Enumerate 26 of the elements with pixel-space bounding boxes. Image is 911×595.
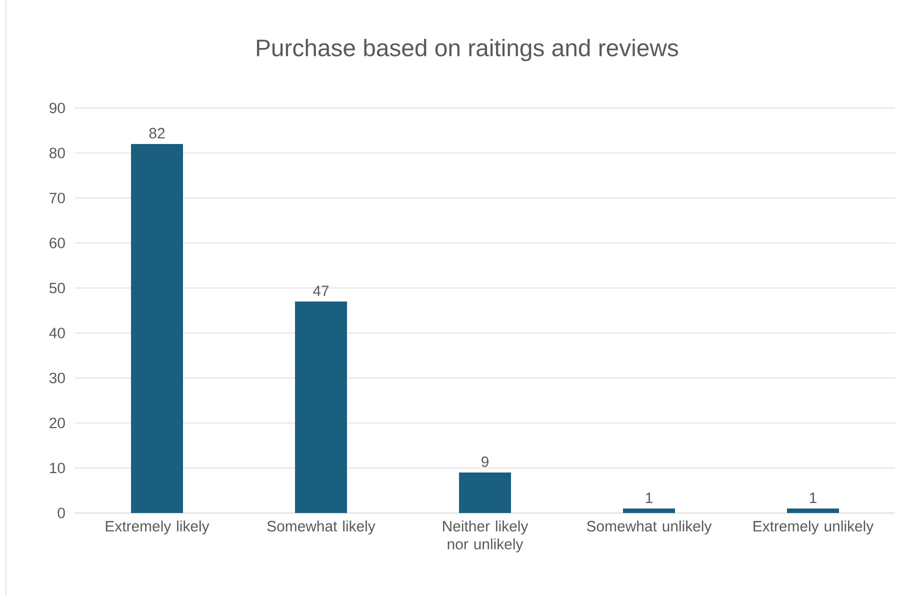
y-tick-label: 50 [49, 282, 65, 294]
x-tick-label: Extremely unlikely [754, 520, 874, 534]
x-tick-label: Somewhat unlikely [586, 520, 712, 534]
y-tick-label: 30 [49, 372, 65, 384]
y-tick-label: 70 [50, 192, 65, 204]
data-label: 1 [646, 492, 652, 503]
y-tick-label: 40 [49, 328, 65, 338]
y-tick-label: 0 [58, 508, 65, 518]
chart-title: Purchase based on raitings and reviews [256, 38, 678, 62]
bar [623, 508, 676, 513]
data-label: 47 [313, 286, 329, 296]
y-tick-label: 20 [50, 418, 65, 428]
bar [295, 301, 348, 513]
bar [131, 144, 184, 513]
x-tick-label: Extremely likely [106, 520, 210, 534]
y-tick-label: 10 [50, 462, 65, 474]
data-label: 82 [149, 128, 165, 138]
y-tick-label: 90 [50, 102, 65, 114]
data-label: 1 [810, 492, 816, 503]
x-tick-label: Neither likely nor unlikely [443, 520, 528, 552]
data-label: 9 [482, 456, 488, 467]
y-tick-label: 60 [50, 238, 65, 248]
x-tick-label: Somewhat likely [267, 520, 376, 534]
bar [459, 472, 512, 513]
bar [787, 508, 840, 513]
y-tick-label: 80 [50, 148, 65, 158]
